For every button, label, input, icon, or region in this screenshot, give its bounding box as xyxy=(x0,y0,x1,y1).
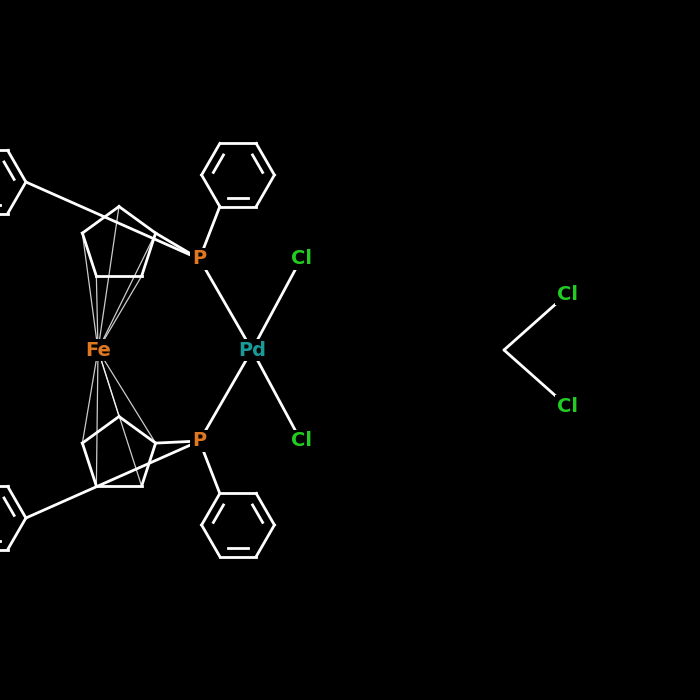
Text: Pd: Pd xyxy=(238,340,266,360)
Text: Cl: Cl xyxy=(290,431,312,451)
Text: Cl: Cl xyxy=(556,396,577,416)
Text: P: P xyxy=(193,249,206,269)
Text: P: P xyxy=(193,431,206,451)
Text: Cl: Cl xyxy=(556,284,577,304)
Text: Fe: Fe xyxy=(85,340,111,360)
Text: Cl: Cl xyxy=(290,249,312,269)
